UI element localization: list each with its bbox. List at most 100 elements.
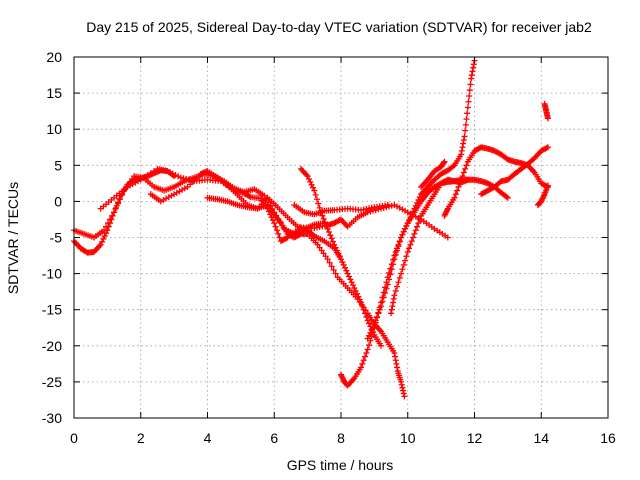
data-point [404,220,411,227]
data-point [360,306,367,313]
data-point [366,320,373,327]
data-point [455,183,462,190]
data-point [464,176,471,183]
data-point [331,241,338,248]
data-point [327,232,334,239]
data-point [456,180,463,187]
data-point [272,223,279,230]
data-point [144,172,151,179]
data-point [390,295,397,302]
data-point [452,191,459,198]
data-point [407,214,414,221]
data-point [328,235,335,242]
data-point [364,335,371,342]
data-point [354,290,361,297]
data-point [183,176,190,183]
data-point [324,225,331,232]
data-point [388,202,395,209]
data-point [375,310,382,317]
data-point [372,207,379,214]
data-point [367,329,374,336]
series-arc-9 [364,57,478,342]
data-point [340,261,347,268]
data-point [273,227,280,234]
data-point [391,292,398,299]
data-point [463,116,470,123]
x-tick-label: 12 [467,430,483,446]
data-point [164,168,171,175]
data-point [109,212,116,219]
data-point [387,271,394,278]
series-arc-12 [441,144,551,219]
x-tick-label: 16 [600,430,616,446]
data-point [468,75,475,82]
data-point [362,310,369,317]
data-point [370,207,377,214]
data-point [335,250,342,257]
data-point [296,231,303,238]
data-point [392,353,399,360]
data-point [462,121,469,128]
y-tick-label: 15 [46,85,62,101]
data-point [395,243,402,250]
data-point [269,217,276,224]
axis-ticks [73,56,609,419]
data-point [283,235,290,242]
data-point [323,222,330,229]
data-point [263,195,270,202]
data-point [388,310,395,317]
data-point [363,313,370,320]
data-point [324,256,331,263]
data-point [344,270,351,277]
data-point [450,163,457,170]
data-point [441,158,448,165]
series-arc-5 [204,194,408,400]
data-point [380,289,387,296]
data-point [268,214,275,221]
data-point [389,303,396,310]
data-point [115,200,122,207]
data-point [459,144,466,151]
data-point [460,140,467,147]
data-point [276,234,283,241]
data-point [309,184,316,191]
data-point [364,346,371,353]
data-point [308,181,315,188]
data-point [464,104,471,111]
data-point [461,133,468,140]
x-tick-label: 10 [400,430,416,446]
data-point [398,234,405,241]
data-point [261,192,268,199]
data-point [346,273,353,280]
data-point [462,165,469,172]
data-point [460,137,467,144]
data-point [468,72,475,79]
data-point [403,222,410,229]
data-point [543,144,550,151]
chart-title: Day 215 of 2025, Sidereal Day-to-day VTE… [86,19,592,35]
data-point [390,261,397,268]
y-tick-label: -20 [42,338,62,354]
data-point [451,194,458,201]
data-point [401,393,408,400]
data-point [464,110,471,117]
data-point [387,265,394,272]
data-point [307,178,314,185]
x-tick-label: 0 [70,430,78,446]
data-point [394,364,401,371]
data-point [100,235,107,242]
data-point [388,306,395,313]
data-point [544,182,551,189]
y-tick-label: -30 [42,410,62,426]
data-point [380,294,387,301]
data-point [458,176,465,183]
data-point [358,299,365,306]
data-point [396,274,403,281]
data-point [332,244,339,251]
data-point [355,293,362,300]
data-point [366,342,373,349]
data-point [321,219,328,226]
data-point [304,173,311,180]
data-point [368,326,375,333]
data-point [147,170,154,177]
